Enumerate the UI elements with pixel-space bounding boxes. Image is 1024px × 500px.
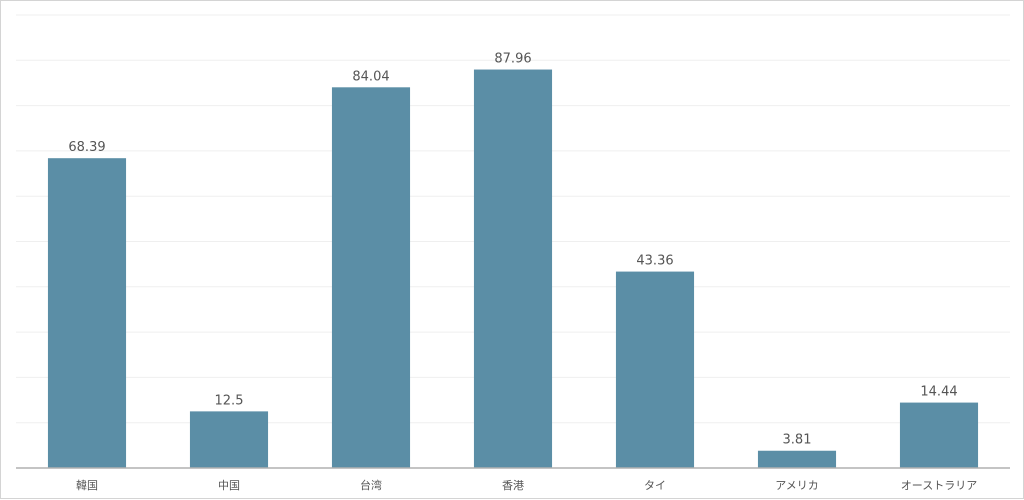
bar[interactable] xyxy=(899,402,979,468)
category-label: 台湾 xyxy=(360,478,382,492)
bar[interactable] xyxy=(331,87,411,468)
value-label: 12.5 xyxy=(215,393,244,408)
bars xyxy=(47,69,979,468)
category-label: 中国 xyxy=(218,479,240,492)
bar[interactable] xyxy=(473,69,553,468)
bar[interactable] xyxy=(615,271,695,468)
value-label: 3.81 xyxy=(783,433,812,448)
category-label: オーストラリア xyxy=(901,479,977,492)
category-label: タイ xyxy=(644,479,666,492)
bar[interactable] xyxy=(47,158,127,468)
category-label: 韓国 xyxy=(76,479,98,492)
value-label: 87.96 xyxy=(494,52,531,67)
value-label: 68.39 xyxy=(68,140,105,155)
category-label: アメリカ xyxy=(775,479,818,492)
value-label: 84.04 xyxy=(352,69,389,84)
bar[interactable] xyxy=(189,411,269,468)
value-label: 43.36 xyxy=(636,254,673,269)
bar[interactable] xyxy=(757,450,837,468)
labels: 68.39 韓国 12.5 中国 84.04 台湾 87.96 香港 43.36 タイ 3.81 アメ… xyxy=(68,52,977,492)
value-label: 14.44 xyxy=(920,385,957,400)
category-label: 香港 xyxy=(502,479,524,492)
